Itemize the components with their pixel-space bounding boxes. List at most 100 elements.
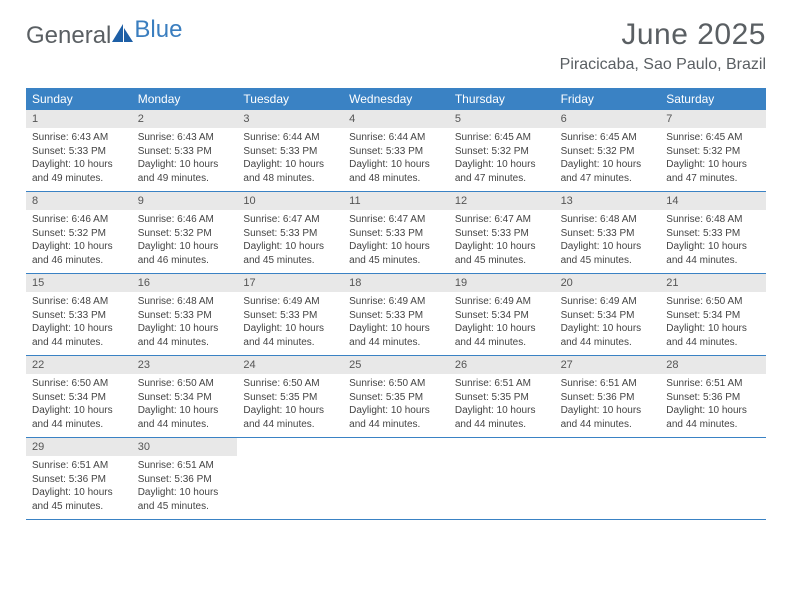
day-body: Sunrise: 6:50 AMSunset: 5:35 PMDaylight:…	[237, 374, 343, 437]
sunrise-label: Sunrise:	[138, 132, 177, 143]
day-cell	[237, 438, 343, 519]
sunrise-label: Sunrise:	[561, 132, 600, 143]
day-body: Sunrise: 6:43 AMSunset: 5:33 PMDaylight:…	[132, 128, 238, 191]
day-number: 24	[237, 356, 343, 374]
daylight-label: Daylight:	[561, 323, 603, 334]
day-number	[237, 438, 343, 456]
sunset-value: 5:34 PM	[69, 392, 106, 403]
sunset-label: Sunset:	[138, 392, 175, 403]
day-header: Monday	[132, 88, 238, 110]
sunrise-label: Sunrise:	[243, 378, 282, 389]
sunrise-label: Sunrise:	[349, 378, 388, 389]
sunrise-label: Sunrise:	[243, 296, 282, 307]
sunset-line: Sunset: 5:33 PM	[32, 145, 126, 159]
day-body: Sunrise: 6:51 AMSunset: 5:36 PMDaylight:…	[555, 374, 661, 437]
sunrise-label: Sunrise:	[349, 214, 388, 225]
day-body: Sunrise: 6:48 AMSunset: 5:33 PMDaylight:…	[555, 210, 661, 273]
day-body: Sunrise: 6:48 AMSunset: 5:33 PMDaylight:…	[132, 292, 238, 355]
sunrise-label: Sunrise:	[32, 460, 71, 471]
sunrise-line: Sunrise: 6:46 AM	[138, 213, 232, 227]
daylight-line: Daylight: 10 hours and 45 minutes.	[455, 240, 549, 267]
day-body: Sunrise: 6:47 AMSunset: 5:33 PMDaylight:…	[449, 210, 555, 273]
sunrise-value: 6:50 AM	[71, 378, 108, 389]
week-row: 22Sunrise: 6:50 AMSunset: 5:34 PMDayligh…	[26, 356, 766, 438]
sunrise-value: 6:51 AM	[706, 378, 743, 389]
daylight-line: Daylight: 10 hours and 45 minutes.	[243, 240, 337, 267]
sunset-line: Sunset: 5:32 PM	[455, 145, 549, 159]
weeks-container: 1Sunrise: 6:43 AMSunset: 5:33 PMDaylight…	[26, 110, 766, 520]
day-body: Sunrise: 6:51 AMSunset: 5:36 PMDaylight:…	[26, 456, 132, 519]
daylight-line: Daylight: 10 hours and 47 minutes.	[561, 158, 655, 185]
sunrise-value: 6:50 AM	[389, 378, 426, 389]
day-number: 17	[237, 274, 343, 292]
daylight-label: Daylight:	[455, 323, 497, 334]
day-header: Friday	[555, 88, 661, 110]
sunset-line: Sunset: 5:33 PM	[561, 227, 655, 241]
day-cell: 20Sunrise: 6:49 AMSunset: 5:34 PMDayligh…	[555, 274, 661, 355]
day-cell: 1Sunrise: 6:43 AMSunset: 5:33 PMDaylight…	[26, 110, 132, 191]
day-cell: 28Sunrise: 6:51 AMSunset: 5:36 PMDayligh…	[660, 356, 766, 437]
day-body: Sunrise: 6:50 AM Sunset: 5:34 PMDaylight:…	[26, 374, 132, 437]
day-cell: 27Sunrise: 6:51 AMSunset: 5:36 PMDayligh…	[555, 356, 661, 437]
sunset-value: 5:33 PM	[69, 146, 106, 157]
sunset-line: Sunset: 5:36 PM	[32, 473, 126, 487]
daylight-line: Daylight: 10 hours and 44 minutes.	[32, 404, 126, 431]
sunset-line: Sunset: 5:34 PM	[561, 309, 655, 323]
daylight-line: Daylight: 10 hours and 44 minutes.	[666, 404, 760, 431]
sunset-line: Sunset: 5:34 PM	[32, 391, 126, 405]
day-number: 28	[660, 356, 766, 374]
sunrise-value: 6:46 AM	[177, 214, 214, 225]
sunrise-label: Sunrise:	[32, 378, 71, 389]
sunrise-line: Sunrise: 6:50 AM	[666, 295, 760, 309]
day-number: 22	[26, 356, 132, 374]
day-cell: 7Sunrise: 6:45 AMSunset: 5:32 PMDaylight…	[660, 110, 766, 191]
daylight-label: Daylight:	[561, 405, 603, 416]
day-number: 7	[660, 110, 766, 128]
sunset-label: Sunset:	[32, 310, 69, 321]
daylight-line: Daylight: 10 hours and 44 minutes.	[561, 322, 655, 349]
daylight-label: Daylight:	[138, 323, 180, 334]
daylight-line: Daylight: 10 hours and 45 minutes.	[138, 486, 232, 513]
sunset-label: Sunset:	[561, 228, 598, 239]
daylight-label: Daylight:	[561, 241, 603, 252]
day-number	[343, 438, 449, 456]
sunset-line: Sunset: 5:33 PM	[243, 227, 337, 241]
sunrise-value: 6:48 AM	[706, 214, 743, 225]
sunset-label: Sunset:	[666, 228, 703, 239]
daylight-line: Daylight: 10 hours and 47 minutes.	[666, 158, 760, 185]
day-cell: 15Sunrise: 6:48 AMSunset: 5:33 PMDayligh…	[26, 274, 132, 355]
sunset-line: Sunset: 5:33 PM	[349, 227, 443, 241]
day-body: Sunrise: 6:45 AMSunset: 5:32 PMDaylight:…	[660, 128, 766, 191]
daylight-line: Daylight: 10 hours and 45 minutes.	[32, 486, 126, 513]
sunrise-line: Sunrise: 6:44 AM	[349, 131, 443, 145]
day-number: 10	[237, 192, 343, 210]
day-cell	[449, 438, 555, 519]
sunrise-label: Sunrise:	[455, 214, 494, 225]
day-cell: 5Sunrise: 6:45 AMSunset: 5:32 PMDaylight…	[449, 110, 555, 191]
day-body: Sunrise: 6:49 AMSunset: 5:33 PMDaylight:…	[343, 292, 449, 355]
sunset-line: Sunset: 5:36 PM	[561, 391, 655, 405]
sunset-value: 5:33 PM	[174, 146, 211, 157]
day-header: Tuesday	[237, 88, 343, 110]
sunset-line: Sunset: 5:33 PM	[349, 309, 443, 323]
daylight-label: Daylight:	[243, 241, 285, 252]
sunset-label: Sunset:	[138, 474, 175, 485]
sunset-value: 5:32 PM	[69, 228, 106, 239]
day-body: Sunrise: 6:51 AMSunset: 5:36 PMDaylight:…	[660, 374, 766, 437]
sunrise-label: Sunrise:	[138, 214, 177, 225]
sunset-value: 5:33 PM	[386, 228, 423, 239]
day-body: Sunrise: 6:44 AMSunset: 5:33 PMDaylight:…	[237, 128, 343, 191]
day-body: Sunrise: 6:49 AMSunset: 5:34 PMDaylight:…	[555, 292, 661, 355]
day-header: Wednesday	[343, 88, 449, 110]
day-cell: 11Sunrise: 6:47 AMSunset: 5:33 PMDayligh…	[343, 192, 449, 273]
sunrise-value: 6:51 AM	[177, 460, 214, 471]
sunset-value: 5:33 PM	[386, 146, 423, 157]
sunrise-value: 6:47 AM	[494, 214, 531, 225]
day-number: 20	[555, 274, 661, 292]
daylight-line: Daylight: 10 hours and 45 minutes.	[561, 240, 655, 267]
sunset-value: 5:34 PM	[492, 310, 529, 321]
daylight-line: Daylight: 10 hours and 44 minutes.	[138, 322, 232, 349]
sunset-value: 5:32 PM	[174, 228, 211, 239]
sunset-line: Sunset: 5:33 PM	[243, 145, 337, 159]
day-number	[660, 438, 766, 456]
